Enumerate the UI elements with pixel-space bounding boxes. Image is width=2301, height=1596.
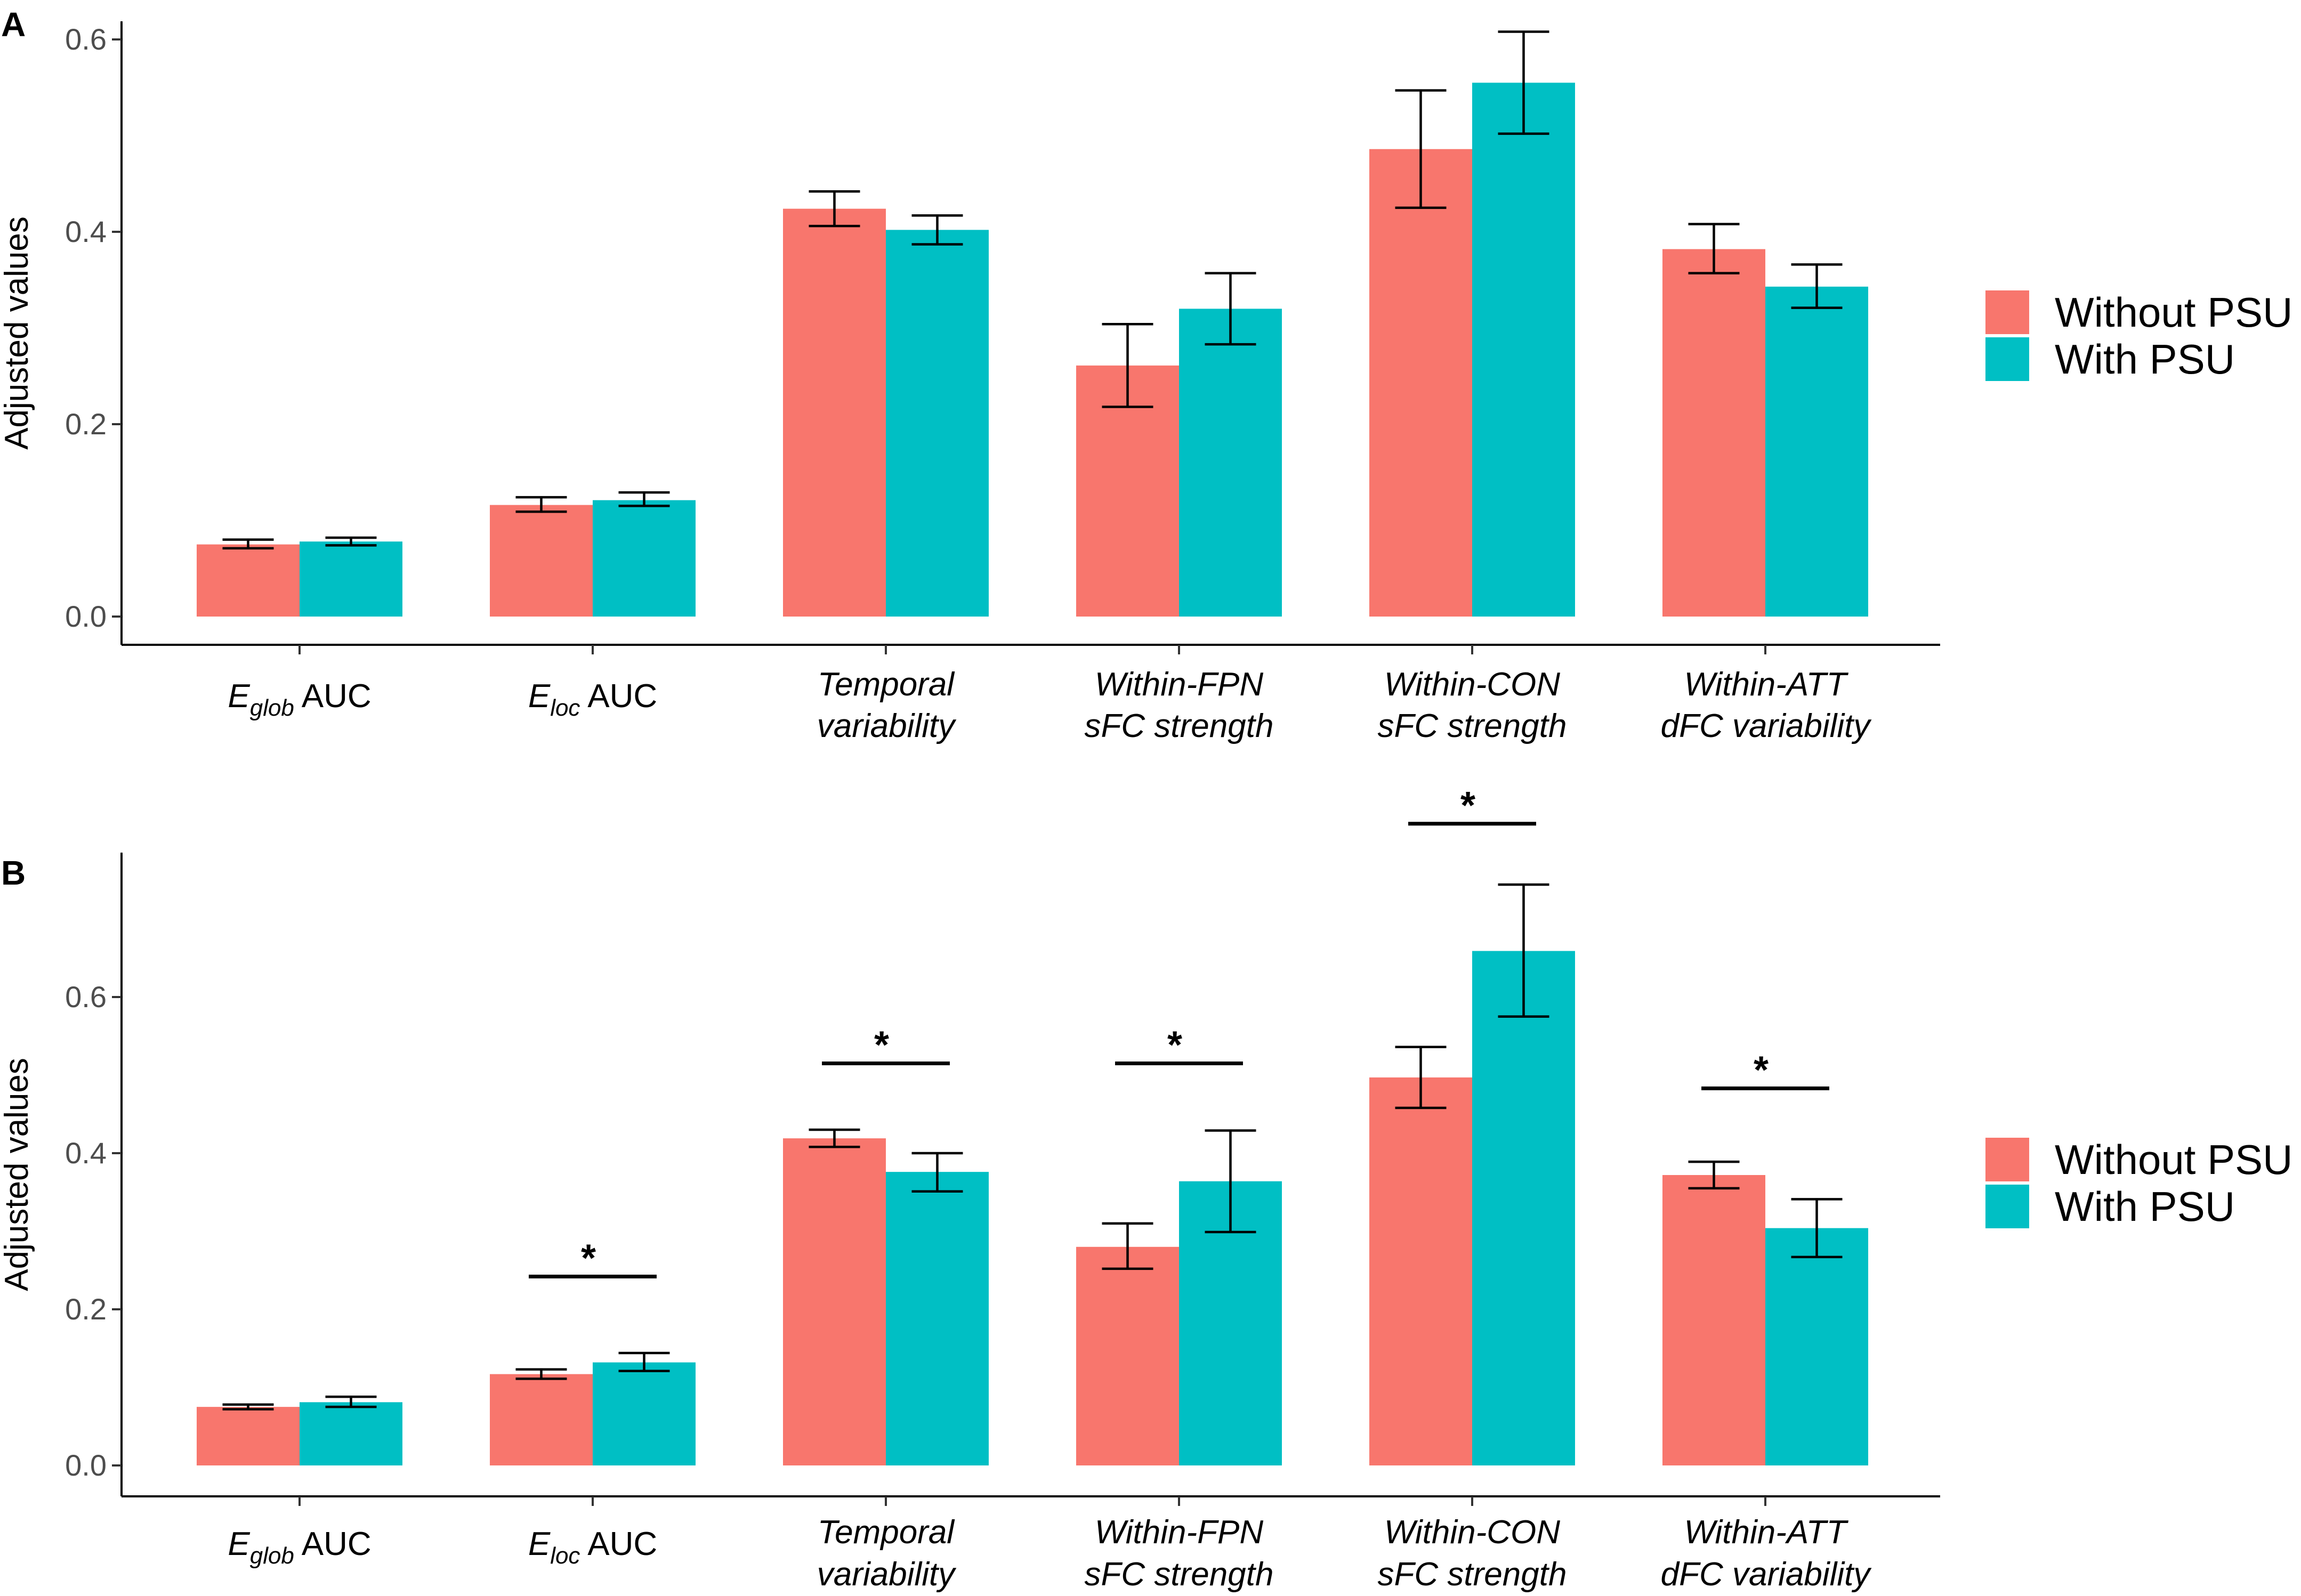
x-tick-label: variability — [817, 708, 957, 744]
bar-without-psu — [197, 1407, 300, 1465]
y-tick-label: 0.6 — [65, 22, 107, 56]
significance-star: * — [1460, 784, 1475, 827]
legend-label: Without PSU — [2055, 1136, 2292, 1183]
x-tick-label: sFC strength — [1085, 1556, 1274, 1593]
y-tick-label: 0.6 — [65, 980, 107, 1014]
x-tick-label: Within-FPN — [1095, 1514, 1264, 1551]
bar-with-psu — [1472, 83, 1575, 617]
bar-with-psu — [1472, 951, 1575, 1465]
x-tick-label: Temporal — [818, 1514, 955, 1551]
x-tick-label: variability — [817, 1556, 957, 1593]
legend-label: With PSU — [2055, 336, 2235, 383]
bar-without-psu — [1076, 1246, 1179, 1465]
legend-label: Without PSU — [2055, 289, 2292, 336]
x-tick-label: Within-CON — [1384, 666, 1560, 703]
significance-star: * — [1754, 1049, 1769, 1091]
y-tick-label: 0.4 — [65, 215, 107, 248]
significance-star: * — [1167, 1024, 1182, 1067]
bar-without-psu — [1369, 1077, 1472, 1465]
bar-without-psu — [1662, 1175, 1765, 1465]
x-tick-label: Within-ATT — [1684, 666, 1849, 703]
bar-with-psu — [886, 1172, 989, 1465]
legend-key-with-psu — [1985, 337, 2029, 381]
x-tick-label: Eloc AUC — [528, 1526, 657, 1569]
panel-a: A 0.0 0.2 0.4 0.6 Adjusted values Eglob AUC Elo… — [0, 5, 2292, 744]
x-tick-label: Within-CON — [1384, 1514, 1560, 1551]
x-tick-label: dFC variability — [1661, 708, 1872, 744]
bar-without-psu — [490, 1374, 593, 1465]
x-tick-label: dFC variability — [1661, 1556, 1872, 1593]
bar-without-psu — [783, 208, 886, 617]
x-tick-label: Eloc AUC — [528, 678, 657, 721]
significance-star: * — [874, 1024, 889, 1067]
x-tick-label: Within-FPN — [1095, 666, 1264, 703]
legend-key-with-psu — [1985, 1185, 2029, 1228]
y-axis-title: Adjusted values — [0, 216, 35, 450]
y-tick-label: 0.4 — [65, 1136, 107, 1170]
x-tick-label: sFC strength — [1378, 708, 1567, 744]
bar-without-psu — [783, 1138, 886, 1465]
bar-without-psu — [197, 544, 300, 617]
x-tick-label: Eglob AUC — [228, 678, 371, 721]
bar-with-psu — [886, 230, 989, 617]
panel-letter: A — [1, 5, 26, 44]
bar-with-psu — [300, 1402, 402, 1465]
x-tick-label: Temporal — [818, 666, 955, 703]
x-tick-label: Within-ATT — [1684, 1514, 1849, 1551]
y-tick-label: 0.2 — [65, 1292, 107, 1326]
x-tick-label: Eglob AUC — [228, 1526, 371, 1569]
y-tick-label: 0.2 — [65, 407, 107, 441]
bar-without-psu — [1369, 149, 1472, 617]
significance-star: * — [581, 1237, 596, 1279]
x-tick-label: sFC strength — [1378, 1556, 1567, 1593]
bar-with-psu — [1765, 1228, 1868, 1465]
bar-with-psu — [593, 1362, 696, 1465]
y-tick-label: 0.0 — [65, 1448, 107, 1482]
y-tick-label: 0.0 — [65, 599, 107, 633]
y-axis-title: Adjusted values — [0, 1058, 35, 1291]
legend-key-without-psu — [1985, 290, 2029, 334]
panel-letter: B — [1, 854, 26, 892]
bar-with-psu — [1179, 309, 1282, 617]
bar-with-psu — [593, 500, 696, 617]
panel-b: B 0.0 0.2 0.4 0.6 Adjusted values Eglob AUC Elo… — [0, 784, 2292, 1593]
legend-key-without-psu — [1985, 1138, 2029, 1181]
bar-without-psu — [1662, 249, 1765, 617]
bar-with-psu — [300, 541, 402, 617]
bar-with-psu — [1765, 286, 1868, 617]
legend-label: With PSU — [2055, 1183, 2235, 1230]
x-tick-label: sFC strength — [1085, 708, 1274, 744]
bar-without-psu — [490, 505, 593, 617]
